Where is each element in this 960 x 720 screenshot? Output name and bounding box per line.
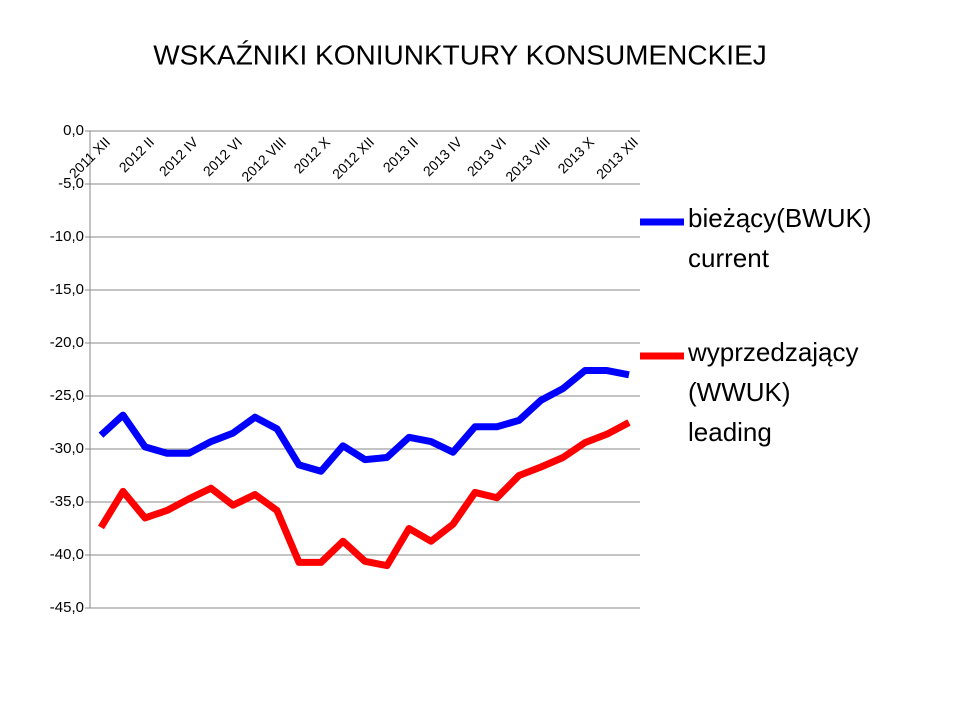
series-line [98,367,630,475]
y-tick-label: -5,0 [58,175,84,192]
x-tick-label: 2012 IV [156,133,202,179]
x-tick-label: 2012 VIII [238,134,289,185]
x-tick-label: 2013 X [554,133,597,176]
y-tick-label: 0,0 [63,122,84,139]
x-tick-label: 2013 IV [420,133,466,179]
y-tick-label: -45,0 [50,599,84,616]
y-tick-label: -15,0 [50,281,84,298]
y-tick-label: -25,0 [50,387,84,404]
y-tick-label: -10,0 [50,228,84,245]
y-tick-label: -30,0 [50,440,84,457]
x-tick-label: 2013 II [380,134,422,176]
y-tick-label: -35,0 [50,493,84,510]
legend-label: bieżący(BWUK) current [688,203,872,273]
chart-title: WSKAŹNIKI KONIUNKTURY KONSUMENCKIEJ [153,39,767,70]
x-tick-label: 2011 XII [66,134,113,181]
legend-label: wyprzedzający (WWUK) leading [688,337,859,447]
x-tick-label: 2012 II [116,134,158,176]
x-tick-label: 2012 X [290,133,333,176]
x-tick-label: 2012 XII [329,134,377,182]
y-tick-label: -40,0 [50,546,84,563]
x-tick-label: 2013 VIII [502,134,553,185]
x-tick-label: 2013 XII [593,134,641,182]
series-line [98,419,631,570]
y-tick-label: -20,0 [50,334,84,351]
